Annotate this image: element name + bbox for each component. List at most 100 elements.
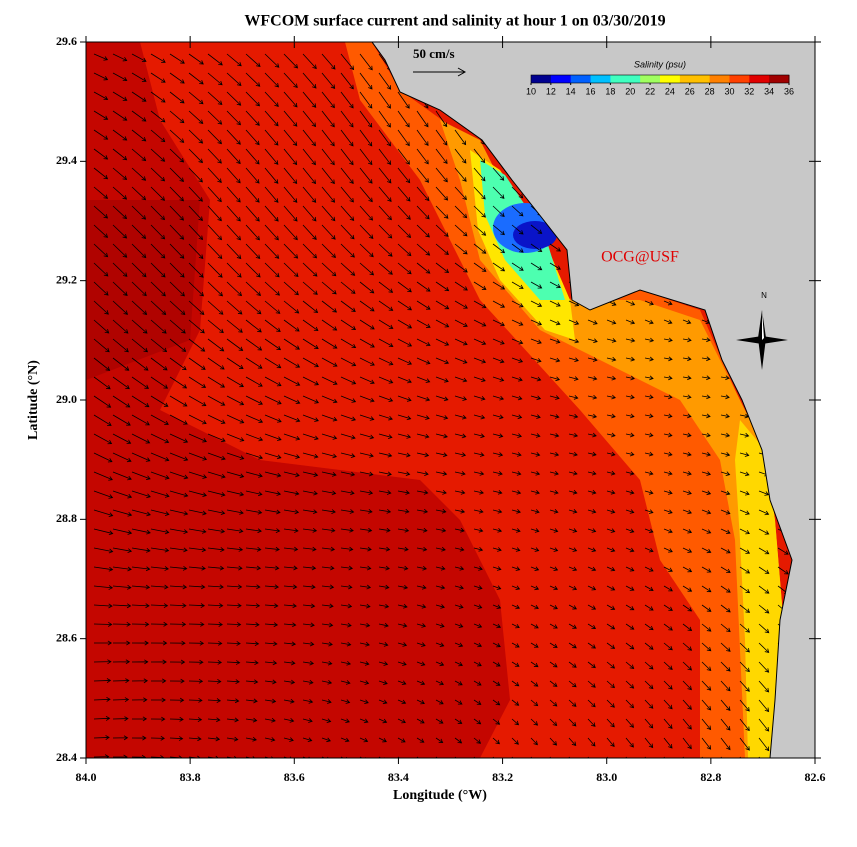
vector [701,394,711,400]
vector [169,338,187,352]
vector [492,300,506,308]
vector [378,243,393,257]
vector [549,718,558,727]
vector [625,566,635,572]
vector [264,546,280,552]
vector [302,737,313,743]
vector [644,566,654,572]
vector [321,641,333,647]
vector [739,661,750,673]
vector [663,642,673,651]
vector [321,319,338,331]
vector [226,565,243,571]
vector [739,547,751,554]
vector [568,737,577,747]
colorbar-tick-label: 24 [665,86,675,96]
vector [682,585,693,592]
vector [264,565,280,571]
vector [264,319,281,333]
vector [131,224,147,239]
colorbar-tick-label: 26 [685,86,695,96]
vector [359,319,375,330]
vector [150,110,166,123]
vector [169,262,185,278]
vector [340,584,353,590]
vector [112,148,128,161]
vector [302,471,319,477]
vector [492,623,502,629]
vector [435,110,448,128]
vector [302,565,317,571]
vector [739,756,742,758]
vector [283,224,298,241]
vector [416,527,428,533]
vector [321,471,337,477]
vector [245,679,259,685]
vector [150,621,168,627]
vector [188,603,206,608]
vector [454,395,468,401]
vector [682,737,692,750]
vector [245,641,260,646]
vector [454,546,465,552]
vector [511,300,524,308]
vector [663,699,673,710]
colorbar-tick-label: 32 [744,86,754,96]
vector [397,300,413,311]
vector [207,205,222,222]
vector [454,338,468,346]
vector [150,205,166,221]
vector [606,470,616,476]
vector [340,148,354,166]
vector [378,129,391,147]
vector [169,72,185,84]
vector [606,394,616,400]
scale-label: 50 cm/s [413,46,455,61]
vector [321,376,338,385]
vector [682,699,692,710]
vector [777,547,789,555]
vector [435,642,445,647]
vector [302,91,317,108]
vector [226,281,243,297]
vector [207,357,225,370]
vector [207,698,222,703]
vector [473,376,486,383]
vector [378,319,394,329]
vector [302,338,319,350]
vector [321,452,338,459]
vector [397,642,408,647]
compass-rose [736,310,788,370]
vector [378,72,392,90]
vector [663,470,673,476]
vector [701,642,712,652]
vector [207,186,222,203]
vector [397,565,409,571]
vector [302,414,319,422]
x-tick-label: 83.8 [180,770,201,784]
vector [169,452,189,462]
vector [321,110,335,128]
vector [340,243,355,258]
vector [663,718,673,730]
vector [131,754,147,758]
vector [663,585,673,592]
vector [511,452,522,457]
vector [150,735,165,741]
vector [739,471,750,477]
y-tick-label: 29.2 [56,272,77,286]
vector [283,300,300,314]
vector [473,357,487,364]
vector [473,300,487,309]
vector [644,737,654,749]
vector [473,718,482,725]
vector [492,376,505,382]
vector [454,148,467,164]
colorbar-cell [650,75,661,83]
vector [739,642,750,653]
vector [226,641,241,646]
vector [378,281,394,293]
vector [112,319,129,334]
vector [378,471,392,477]
vector [321,186,336,203]
